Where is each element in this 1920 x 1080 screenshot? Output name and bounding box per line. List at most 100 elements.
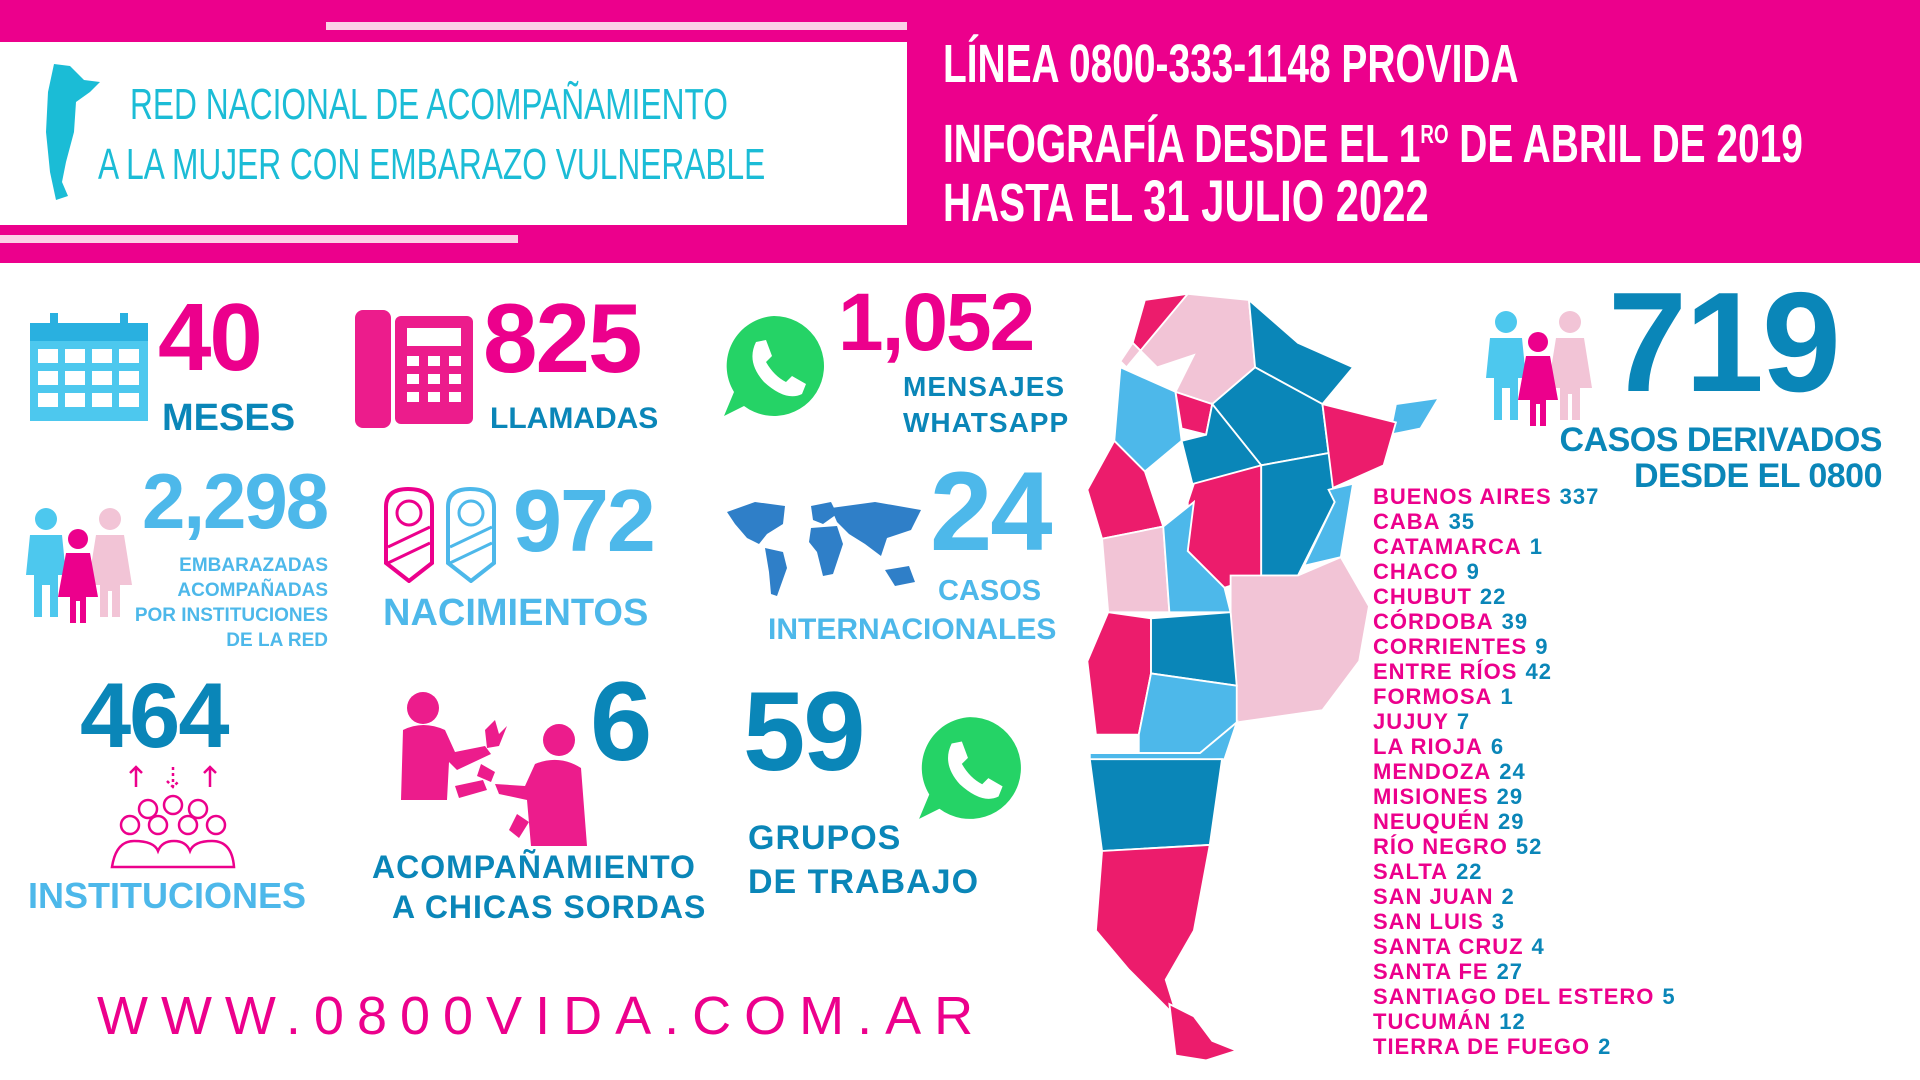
- province-row: JUJUY 7: [1373, 709, 1676, 734]
- province-count: 29: [1496, 784, 1524, 809]
- calls-label: LLAMADAS: [490, 402, 659, 435]
- province-name: CABA: [1373, 509, 1441, 534]
- derived-value: 719: [1608, 263, 1841, 422]
- groups-value: 59: [743, 669, 866, 794]
- map-corrientes: [1321, 402, 1398, 492]
- phone-icon: [355, 310, 473, 428]
- province-name: SANTA FE: [1373, 959, 1489, 984]
- pregnant-label-3: POR INSTITUCIONES: [134, 605, 328, 626]
- province-row: ENTRE RÍOS 42: [1373, 659, 1676, 684]
- map-santa-cruz: [1094, 843, 1211, 1020]
- province-name: TIERRA DE FUEGO: [1373, 1034, 1591, 1059]
- map-buenos-aires: [1229, 555, 1370, 724]
- province-name: MISIONES: [1373, 784, 1489, 809]
- people-group-icon: [110, 765, 236, 869]
- province-name: SALTA: [1373, 859, 1449, 884]
- province-count: 1: [1500, 684, 1514, 709]
- province-row: RÍO NEGRO 52: [1373, 834, 1676, 859]
- institutions-label: INSTITUCIONES: [28, 875, 307, 916]
- province-name: SANTIAGO DEL ESTERO: [1373, 984, 1655, 1009]
- province-name: CHACO: [1373, 559, 1459, 584]
- international-label-1: CASOS: [938, 575, 1042, 607]
- argentina-map-icon: [46, 64, 100, 200]
- whatsapp-label-1: MENSAJES: [903, 371, 1066, 402]
- world-map-icon: [727, 502, 921, 596]
- province-row: TUCUMÁN 12: [1373, 1009, 1676, 1034]
- map-san-luis: [1162, 499, 1232, 614]
- decorative-strip: [0, 235, 518, 243]
- province-count: 1: [1529, 534, 1543, 559]
- province-row: SANTIAGO DEL ESTERO 5: [1373, 984, 1676, 1009]
- pregnant-label-1: EMBARAZADAS: [179, 555, 328, 576]
- whatsapp-value: 1,052: [838, 277, 1035, 368]
- sign-language-icon: [401, 692, 587, 846]
- map-tierra-del-fuego: [1168, 1002, 1240, 1062]
- province-row: BUENOS AIRES 337: [1373, 484, 1676, 509]
- months-label: MESES: [162, 397, 296, 439]
- title-line1: LÍNEA 0800-333-1148 PROVIDA: [943, 34, 1519, 94]
- institutions-value: 464: [80, 665, 229, 767]
- province-name: RÍO NEGRO: [1373, 834, 1508, 859]
- groups-label-1: GRUPOS: [748, 819, 902, 857]
- province-count: 7: [1456, 709, 1471, 734]
- province-row: NEUQUÉN 29: [1373, 809, 1676, 834]
- map-misiones: [1388, 396, 1441, 436]
- births-value: 972: [513, 471, 656, 570]
- province-name: NEUQUÉN: [1373, 809, 1491, 834]
- province-name: SAN LUIS: [1373, 909, 1484, 934]
- province-name: ENTRE RÍOS: [1373, 659, 1518, 684]
- whatsapp-icon: [919, 717, 1021, 819]
- province-count: 5: [1662, 984, 1676, 1009]
- province-row: SANTA CRUZ 4: [1373, 934, 1676, 959]
- province-row: FORMOSA 1: [1373, 684, 1676, 709]
- org-name-line2: A LA MUJER CON EMBARAZO VULNERABLE: [98, 140, 766, 189]
- province-row: CHACO 9: [1373, 559, 1676, 584]
- province-name: LA RIOJA: [1373, 734, 1483, 759]
- deaf-label-2: A CHICAS SORDAS: [392, 889, 707, 925]
- provinces-list: BUENOS AIRES 337 CABA 35 CATAMARCA 1 CHACO 9 CHU…: [1373, 484, 1676, 1059]
- province-name: FORMOSA: [1373, 684, 1493, 709]
- pregnant-label-4: DE LA RED: [226, 630, 328, 651]
- pregnant-label: EMBARAZADAS ACOMPAÑADAS POR INSTITUCIONE…: [135, 553, 328, 653]
- deaf-label-1: ACOMPAÑAMIENTO: [372, 849, 696, 885]
- births-label: NACIMIENTOS: [383, 592, 649, 634]
- province-row: CORRIENTES 9: [1373, 634, 1676, 659]
- province-count: 2: [1598, 1034, 1612, 1059]
- province-count: 42: [1525, 659, 1552, 684]
- province-count: 22: [1456, 859, 1483, 884]
- province-name: BUENOS AIRES: [1373, 484, 1552, 509]
- province-name: CÓRDOBA: [1373, 609, 1494, 634]
- family-icon: [1486, 311, 1592, 426]
- province-row: SAN LUIS 3: [1373, 909, 1676, 934]
- map-chubut: [1088, 758, 1224, 852]
- province-row: CATAMARCA 1: [1373, 534, 1676, 559]
- province-count: 39: [1501, 609, 1529, 634]
- province-count: 24: [1499, 759, 1526, 784]
- website-link[interactable]: WWW.0800VIDA.COM.AR: [97, 986, 987, 1046]
- decorative-strip: [326, 22, 907, 30]
- province-name: SANTA CRUZ: [1373, 934, 1524, 959]
- map-san-juan: [1101, 525, 1171, 614]
- province-count: 52: [1515, 834, 1543, 859]
- calendar-icon: [30, 313, 148, 421]
- derived-label-1: CASOS DERIVADOS: [1559, 421, 1883, 459]
- province-row: CÓRDOBA 39: [1373, 609, 1676, 634]
- derived-label-2: DESDE EL 0800: [1633, 457, 1883, 495]
- province-count: 9: [1535, 634, 1549, 659]
- months-value: 40: [158, 284, 263, 391]
- org-name-line1: RED NACIONAL DE ACOMPAÑAMIENTO: [130, 80, 728, 129]
- province-row: LA RIOJA 6: [1373, 734, 1676, 759]
- province-count: 4: [1531, 934, 1545, 959]
- province-name: CORRIENTES: [1373, 634, 1528, 659]
- map-catamarca: [1113, 365, 1183, 473]
- pregnant-label-2: ACOMPAÑADAS: [177, 580, 328, 601]
- province-name: SAN JUAN: [1373, 884, 1494, 909]
- province-count: 3: [1491, 909, 1505, 934]
- province-row: CHUBUT 22: [1373, 584, 1676, 609]
- whatsapp-label-2: WHATSAPP: [903, 407, 1070, 438]
- babies-icon: [384, 487, 496, 583]
- province-count: 27: [1496, 959, 1524, 984]
- province-count: 2: [1501, 884, 1515, 909]
- map-entre-rios: [1302, 482, 1355, 568]
